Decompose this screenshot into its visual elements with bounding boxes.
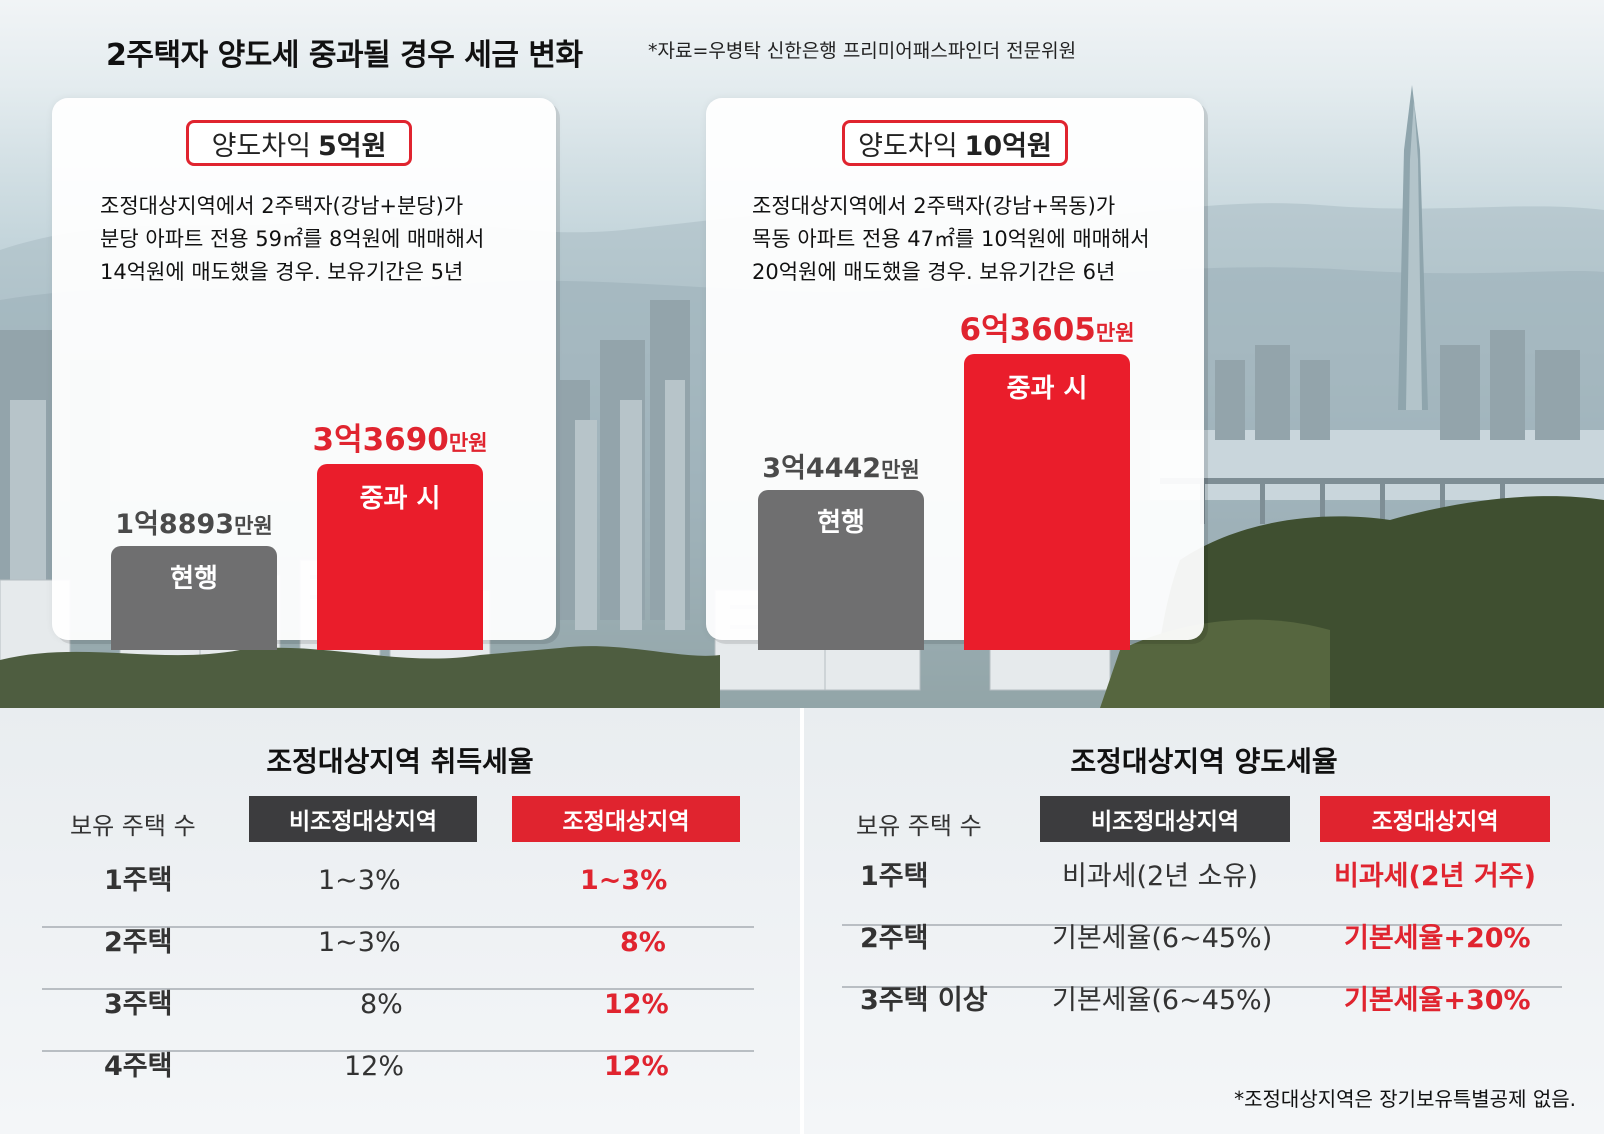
table-row: 1주택 비과세(2년 소유) 비과세(2년 거주) (804, 846, 1604, 908)
bar-label: 현행 (170, 564, 218, 594)
table-title: 조정대상지역 취득세율 (266, 745, 534, 778)
houses-cell: 2주택 (860, 923, 929, 954)
value-heavy-5eok: 3억3690 만원 (313, 414, 488, 459)
value-unit: 만원 (448, 431, 488, 455)
non-adjusted-cell: 1~3% (318, 865, 401, 896)
footnote: *조정대상지역은 장기보유특별공제 없음. (1234, 1087, 1576, 1111)
table-row: 3주택 8% 12% (0, 974, 800, 1036)
description-line: 목동 아파트 전용 47㎡를 10억원에 매매해서 (752, 227, 1150, 251)
table-row: 2주택 1~3% 8% (0, 912, 800, 974)
table-title: 조정대상지역 양도세율 (1070, 745, 1338, 778)
table-row: 4주택 12% 12% (0, 1036, 800, 1098)
gain-badge-10eok: 양도차익 10억원 (842, 120, 1068, 166)
cityscape-background: 2주택자 양도세 중과될 경우 세금 변화 *자료=우병탁 신한은행 프리미어패… (0, 0, 1604, 708)
non-adjusted-cell: 8% (360, 989, 403, 1020)
houses-cell: 2주택 (104, 927, 173, 958)
adjusted-cell: 기본세율+20% (1344, 923, 1531, 954)
bar-heavy-5eok: 중과 시 (317, 464, 483, 650)
bar-label: 중과 시 (359, 484, 441, 514)
value-amount: 6억3605 (959, 312, 1096, 348)
transfer-tax-panel: 조정대상지역 양도세율 보유 주택 수 비조정대상지역 조정대상지역 1주택 비… (804, 708, 1604, 1134)
column-header-non-adjusted: 비조정대상지역 (249, 796, 477, 842)
description-line: 14억원에 매도했을 경우. 보유기간은 5년 (100, 260, 464, 284)
column-label-houses: 보유 주택 수 (856, 812, 982, 840)
row-divider (842, 924, 1562, 926)
description-line: 조정대상지역에서 2주택자(강남+목동)가 (752, 194, 1116, 218)
non-adjusted-cell: 1~3% (318, 927, 401, 958)
case-description: 조정대상지역에서 2주택자(강남+목동)가 목동 아파트 전용 47㎡를 10억… (752, 190, 1150, 289)
description-line: 20억원에 매도했을 경우. 보유기간은 6년 (752, 260, 1116, 284)
houses-cell: 3주택 이상 (860, 985, 988, 1016)
row-divider (42, 1050, 754, 1052)
houses-cell: 3주택 (104, 989, 173, 1020)
adjusted-cell: 비과세(2년 거주) (1334, 861, 1536, 892)
gain-badge-label: 양도차익 (211, 130, 311, 162)
houses-cell: 1주택 (860, 861, 929, 892)
gain-badge-value: 10억원 (964, 130, 1052, 162)
bar-label: 현행 (817, 508, 865, 538)
bar-current-10eok: 현행 (758, 490, 924, 650)
description-line: 조정대상지역에서 2주택자(강남+분당)가 (100, 194, 464, 218)
value-amount: 3억4442 (762, 453, 882, 484)
adjusted-cell: 8% (620, 927, 666, 958)
column-header-adjusted: 조정대상지역 (512, 796, 740, 842)
houses-cell: 1주택 (104, 865, 173, 896)
bar-current-5eok: 현행 (111, 546, 277, 650)
gain-badge-label: 양도차익 (858, 130, 958, 162)
non-adjusted-cell: 12% (344, 1051, 405, 1082)
description-line: 분당 아파트 전용 59㎡를 8억원에 매매해서 (100, 227, 485, 251)
non-adjusted-cell: 비과세(2년 소유) (1062, 861, 1258, 892)
non-adjusted-cell: 기본세율(6~45%) (1052, 923, 1273, 954)
gain-badge-value: 5억원 (317, 130, 387, 162)
value-unit: 만원 (1095, 321, 1135, 345)
case-description: 조정대상지역에서 2주택자(강남+분당)가 분당 아파트 전용 59㎡를 8억원… (100, 190, 484, 289)
table-row: 2주택 기본세율(6~45%) 기본세율+20% (804, 908, 1604, 970)
bar-heavy-10eok: 중과 시 (964, 354, 1130, 650)
row-divider (42, 988, 754, 990)
value-amount: 1억8893 (115, 509, 235, 540)
value-unit: 만원 (234, 514, 273, 538)
column-label-houses: 보유 주택 수 (70, 812, 196, 840)
adjusted-cell: 12% (604, 989, 669, 1020)
adjusted-cell: 기본세율+30% (1344, 985, 1531, 1016)
row-divider (842, 986, 1562, 988)
source-note: *자료=우병탁 신한은행 프리미어패스파인더 전문위원 (648, 40, 1077, 62)
page-title: 2주택자 양도세 중과될 경우 세금 변화 (106, 38, 583, 73)
table-row: 1주택 1~3% 1~3% (0, 850, 800, 912)
value-heavy-10eok: 6억3605 만원 (960, 304, 1135, 349)
value-current-10eok: 3억4442 만원 (758, 446, 924, 485)
column-header-non-adjusted: 비조정대상지역 (1040, 796, 1290, 842)
column-header-adjusted: 조정대상지역 (1320, 796, 1550, 842)
bar-label: 중과 시 (1006, 374, 1088, 404)
value-current-5eok: 1억8893 만원 (111, 502, 277, 541)
gain-badge-5eok: 양도차익 5억원 (186, 120, 412, 166)
adjusted-cell: 12% (604, 1051, 669, 1082)
row-divider (42, 926, 754, 928)
value-amount: 3억3690 (312, 422, 449, 458)
houses-cell: 4주택 (104, 1051, 173, 1082)
acquisition-tax-panel: 조정대상지역 취득세율 보유 주택 수 비조정대상지역 조정대상지역 1주택 1… (0, 708, 800, 1134)
non-adjusted-cell: 기본세율(6~45%) (1052, 985, 1273, 1016)
table-row: 3주택 이상 기본세율(6~45%) 기본세율+30% (804, 970, 1604, 1032)
adjusted-cell: 1~3% (580, 865, 668, 896)
value-unit: 만원 (881, 458, 920, 482)
